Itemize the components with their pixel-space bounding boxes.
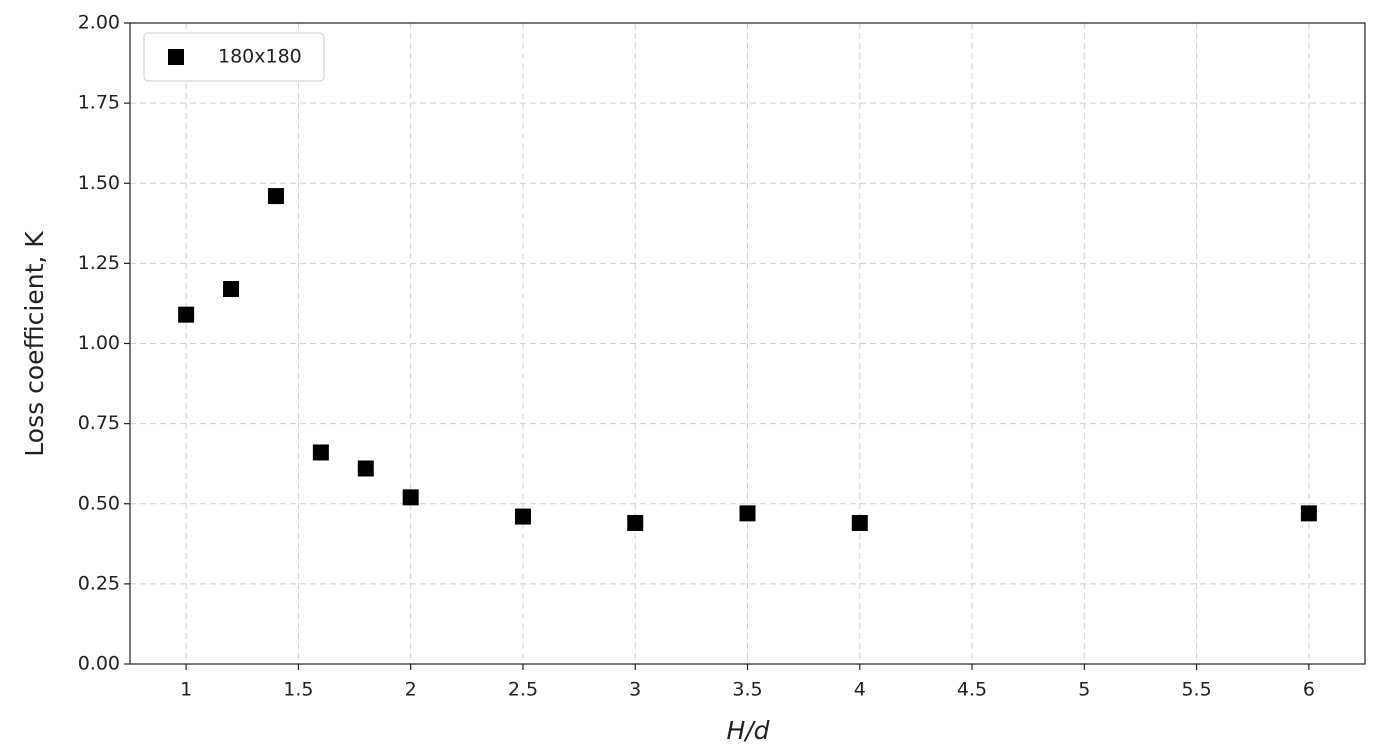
x-tick-label: 2.5 <box>508 679 538 701</box>
x-tick-label: 1.5 <box>283 679 313 701</box>
x-tick-label: 1 <box>180 679 192 701</box>
y-tick-label: 0.25 <box>78 572 120 594</box>
marker <box>223 281 240 298</box>
y-tick-label: 1.25 <box>78 252 120 274</box>
y-axis-label: Loss coefficient, K <box>20 231 49 457</box>
x-tick-label: 4.5 <box>957 679 987 701</box>
marker <box>402 489 419 506</box>
y-tick-label: 0.00 <box>78 653 120 675</box>
marker <box>739 505 756 522</box>
y-tick-label: 1.00 <box>78 332 120 354</box>
marker <box>178 306 195 323</box>
x-tick-label: 5 <box>1078 679 1090 701</box>
plot-frame <box>129 22 1366 665</box>
x-tick-label: 4 <box>854 679 866 701</box>
x-tick-label: 3.5 <box>732 679 762 701</box>
legend-marker <box>168 49 184 65</box>
y-tick-label: 1.75 <box>78 92 120 114</box>
x-tick-label: 5.5 <box>1181 679 1211 701</box>
x-tick-label: 2 <box>405 679 417 701</box>
marker <box>1300 505 1317 522</box>
marker <box>312 444 329 461</box>
y-tick-label: 0.75 <box>78 412 120 434</box>
legend-label: 180x180 <box>218 46 302 68</box>
marker <box>627 514 644 531</box>
marker <box>267 188 284 205</box>
x-tick-label: 3 <box>629 679 641 701</box>
y-tick-label: 1.50 <box>78 172 120 194</box>
y-tick-label: 2.00 <box>78 12 120 34</box>
legend-box <box>143 32 325 82</box>
marker <box>514 508 531 525</box>
x-axis-label: H/d <box>726 716 769 745</box>
x-tick-label: 6 <box>1303 679 1315 701</box>
marker <box>357 460 374 477</box>
y-tick-label: 0.50 <box>78 492 120 514</box>
marker <box>851 514 868 531</box>
